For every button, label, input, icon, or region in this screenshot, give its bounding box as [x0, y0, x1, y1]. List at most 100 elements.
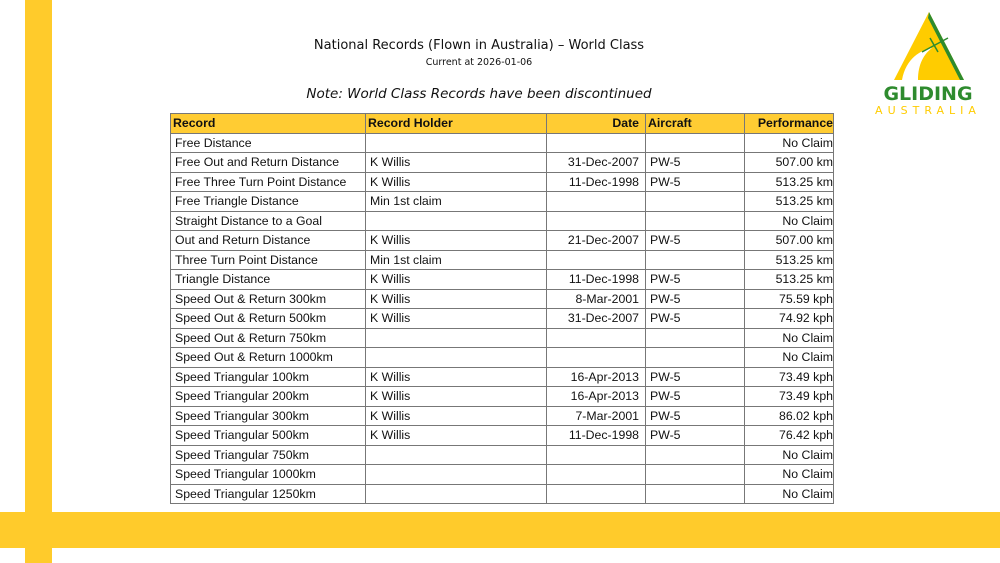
cell-date [546, 249, 646, 270]
table-row: Speed Out & Return 750km No Claim [170, 327, 834, 348]
column-header-date: Date [546, 113, 646, 134]
table-row: Speed Triangular 750km No Claim [170, 444, 834, 465]
cell-record: Straight Distance to a Goal [170, 210, 366, 231]
cell-record-holder: K Willis [365, 366, 547, 387]
cell-record-holder: Min 1st claim [365, 191, 547, 212]
cell-date [546, 191, 646, 212]
cell-aircraft: PW-5 [645, 288, 745, 309]
cell-performance: No Claim [744, 464, 834, 485]
table-row: Free Three Turn Point Distance K Willis 11… [170, 171, 834, 192]
cell-date [546, 444, 646, 465]
table-row: Speed Triangular 1000km No Claim [170, 464, 834, 485]
cell-record-holder [365, 444, 547, 465]
cell-record-holder: K Willis [365, 288, 547, 309]
cell-performance: 73.49 kph [744, 386, 834, 407]
cell-record-holder: K Willis [365, 405, 547, 426]
cell-performance: 507.00 km [744, 152, 834, 173]
cell-record-holder [365, 132, 547, 153]
table-row: Speed Out & Return 300km K Willis 8-Mar-20… [170, 288, 834, 309]
cell-record: Speed Triangular 500km [170, 425, 366, 446]
cell-record-holder: K Willis [365, 425, 547, 446]
cell-record-holder: K Willis [365, 269, 547, 290]
table-row: Speed Out & Return 500km K Willis 31-Dec-2… [170, 308, 834, 329]
cell-performance: 507.00 km [744, 230, 834, 251]
cell-record-holder: K Willis [365, 386, 547, 407]
cell-performance: 513.25 km [744, 191, 834, 212]
cell-performance: No Claim [744, 347, 834, 368]
cell-date [546, 327, 646, 348]
cell-performance: 86.02 kph [744, 405, 834, 426]
cell-aircraft: PW-5 [645, 230, 745, 251]
cell-performance: 76.42 kph [744, 425, 834, 446]
cell-date [546, 132, 646, 153]
cell-performance: No Claim [744, 210, 834, 231]
table-row: Speed Triangular 500km K Willis 11-Dec-199… [170, 425, 834, 446]
table-row: Speed Triangular 200km K Willis 16-Apr-201… [170, 386, 834, 407]
cell-aircraft: PW-5 [645, 171, 745, 192]
cell-aircraft [645, 327, 745, 348]
cell-record: Speed Triangular 300km [170, 405, 366, 426]
cell-date: 7-Mar-2001 [546, 405, 646, 426]
cell-record: Speed Out & Return 750km [170, 327, 366, 348]
cell-record: Speed Out & Return 1000km [170, 347, 366, 368]
cell-record-holder [365, 210, 547, 231]
cell-record: Triangle Distance [170, 269, 366, 290]
table-row: Speed Triangular 300km K Willis 7-Mar-2001… [170, 405, 834, 426]
discontinued-note: Note: World Class Records have been disc… [306, 86, 652, 102]
column-header-record: Record [170, 113, 366, 134]
cell-record: Speed Out & Return 500km [170, 308, 366, 329]
table-row: Speed Triangular 100km K Willis 16-Apr-201… [170, 366, 834, 387]
page-subtitle: Current at 2026-01-06 [425, 57, 533, 68]
left-accent-bar [25, 0, 52, 563]
cell-record: Free Distance [170, 132, 366, 153]
cell-aircraft: PW-5 [645, 152, 745, 173]
cell-record: Speed Out & Return 300km [170, 288, 366, 309]
cell-performance: 74.92 kph [744, 308, 834, 329]
column-header-performance: Performance [744, 113, 834, 134]
cell-performance: 73.49 kph [744, 366, 834, 387]
table-row: Straight Distance to a Goal No Claim [170, 210, 834, 231]
cell-record: Out and Return Distance [170, 230, 366, 251]
cell-aircraft: PW-5 [645, 269, 745, 290]
table-row: Speed Out & Return 1000km No Claim [170, 347, 834, 368]
cell-aircraft [645, 444, 745, 465]
column-header-record-holder: Record Holder [365, 113, 547, 134]
cell-record-holder [365, 347, 547, 368]
table-row: Free Distance No Claim [170, 132, 834, 153]
cell-performance: No Claim [744, 483, 834, 504]
cell-aircraft [645, 191, 745, 212]
cell-date: 8-Mar-2001 [546, 288, 646, 309]
gliding-australia-logo: GLIDING AUSTRALIA [866, 8, 990, 117]
cell-aircraft [645, 464, 745, 485]
logo-text-australia: AUSTRALIA [875, 104, 981, 116]
cell-performance: 513.25 km [744, 171, 834, 192]
cell-date: 16-Apr-2013 [546, 386, 646, 407]
cell-record: Free Triangle Distance [170, 191, 366, 212]
cell-record-holder: K Willis [365, 230, 547, 251]
cell-performance: 513.25 km [744, 249, 834, 270]
cell-record-holder [365, 327, 547, 348]
cell-date [546, 464, 646, 485]
table-header-row: Record Record Holder Date Aircraft Perfo… [170, 113, 834, 134]
cell-date: 21-Dec-2007 [546, 230, 646, 251]
page-title: National Records (Flown in Australia) – … [313, 38, 645, 53]
cell-record-holder: K Willis [365, 152, 547, 173]
cell-record: Speed Triangular 100km [170, 366, 366, 387]
table-row: Free Triangle Distance Min 1st claim 513.2… [170, 191, 834, 212]
cell-record: Speed Triangular 200km [170, 386, 366, 407]
cell-date: 11-Dec-1998 [546, 269, 646, 290]
bottom-accent-bar [0, 512, 1000, 548]
cell-aircraft [645, 210, 745, 231]
cell-record-holder: K Willis [365, 308, 547, 329]
cell-performance: 513.25 km [744, 269, 834, 290]
cell-record: Free Three Turn Point Distance [170, 171, 366, 192]
table-row: Out and Return Distance K Willis 21-Dec-20… [170, 230, 834, 251]
cell-date [546, 483, 646, 504]
cell-record: Speed Triangular 1000km [170, 464, 366, 485]
table-row: Three Turn Point Distance Min 1st claim 51… [170, 249, 834, 270]
cell-aircraft [645, 132, 745, 153]
cell-record-holder [365, 464, 547, 485]
cell-record: Speed Triangular 750km [170, 444, 366, 465]
cell-performance: No Claim [744, 327, 834, 348]
table-row: Free Out and Return Distance K Willis 31-D… [170, 152, 834, 173]
